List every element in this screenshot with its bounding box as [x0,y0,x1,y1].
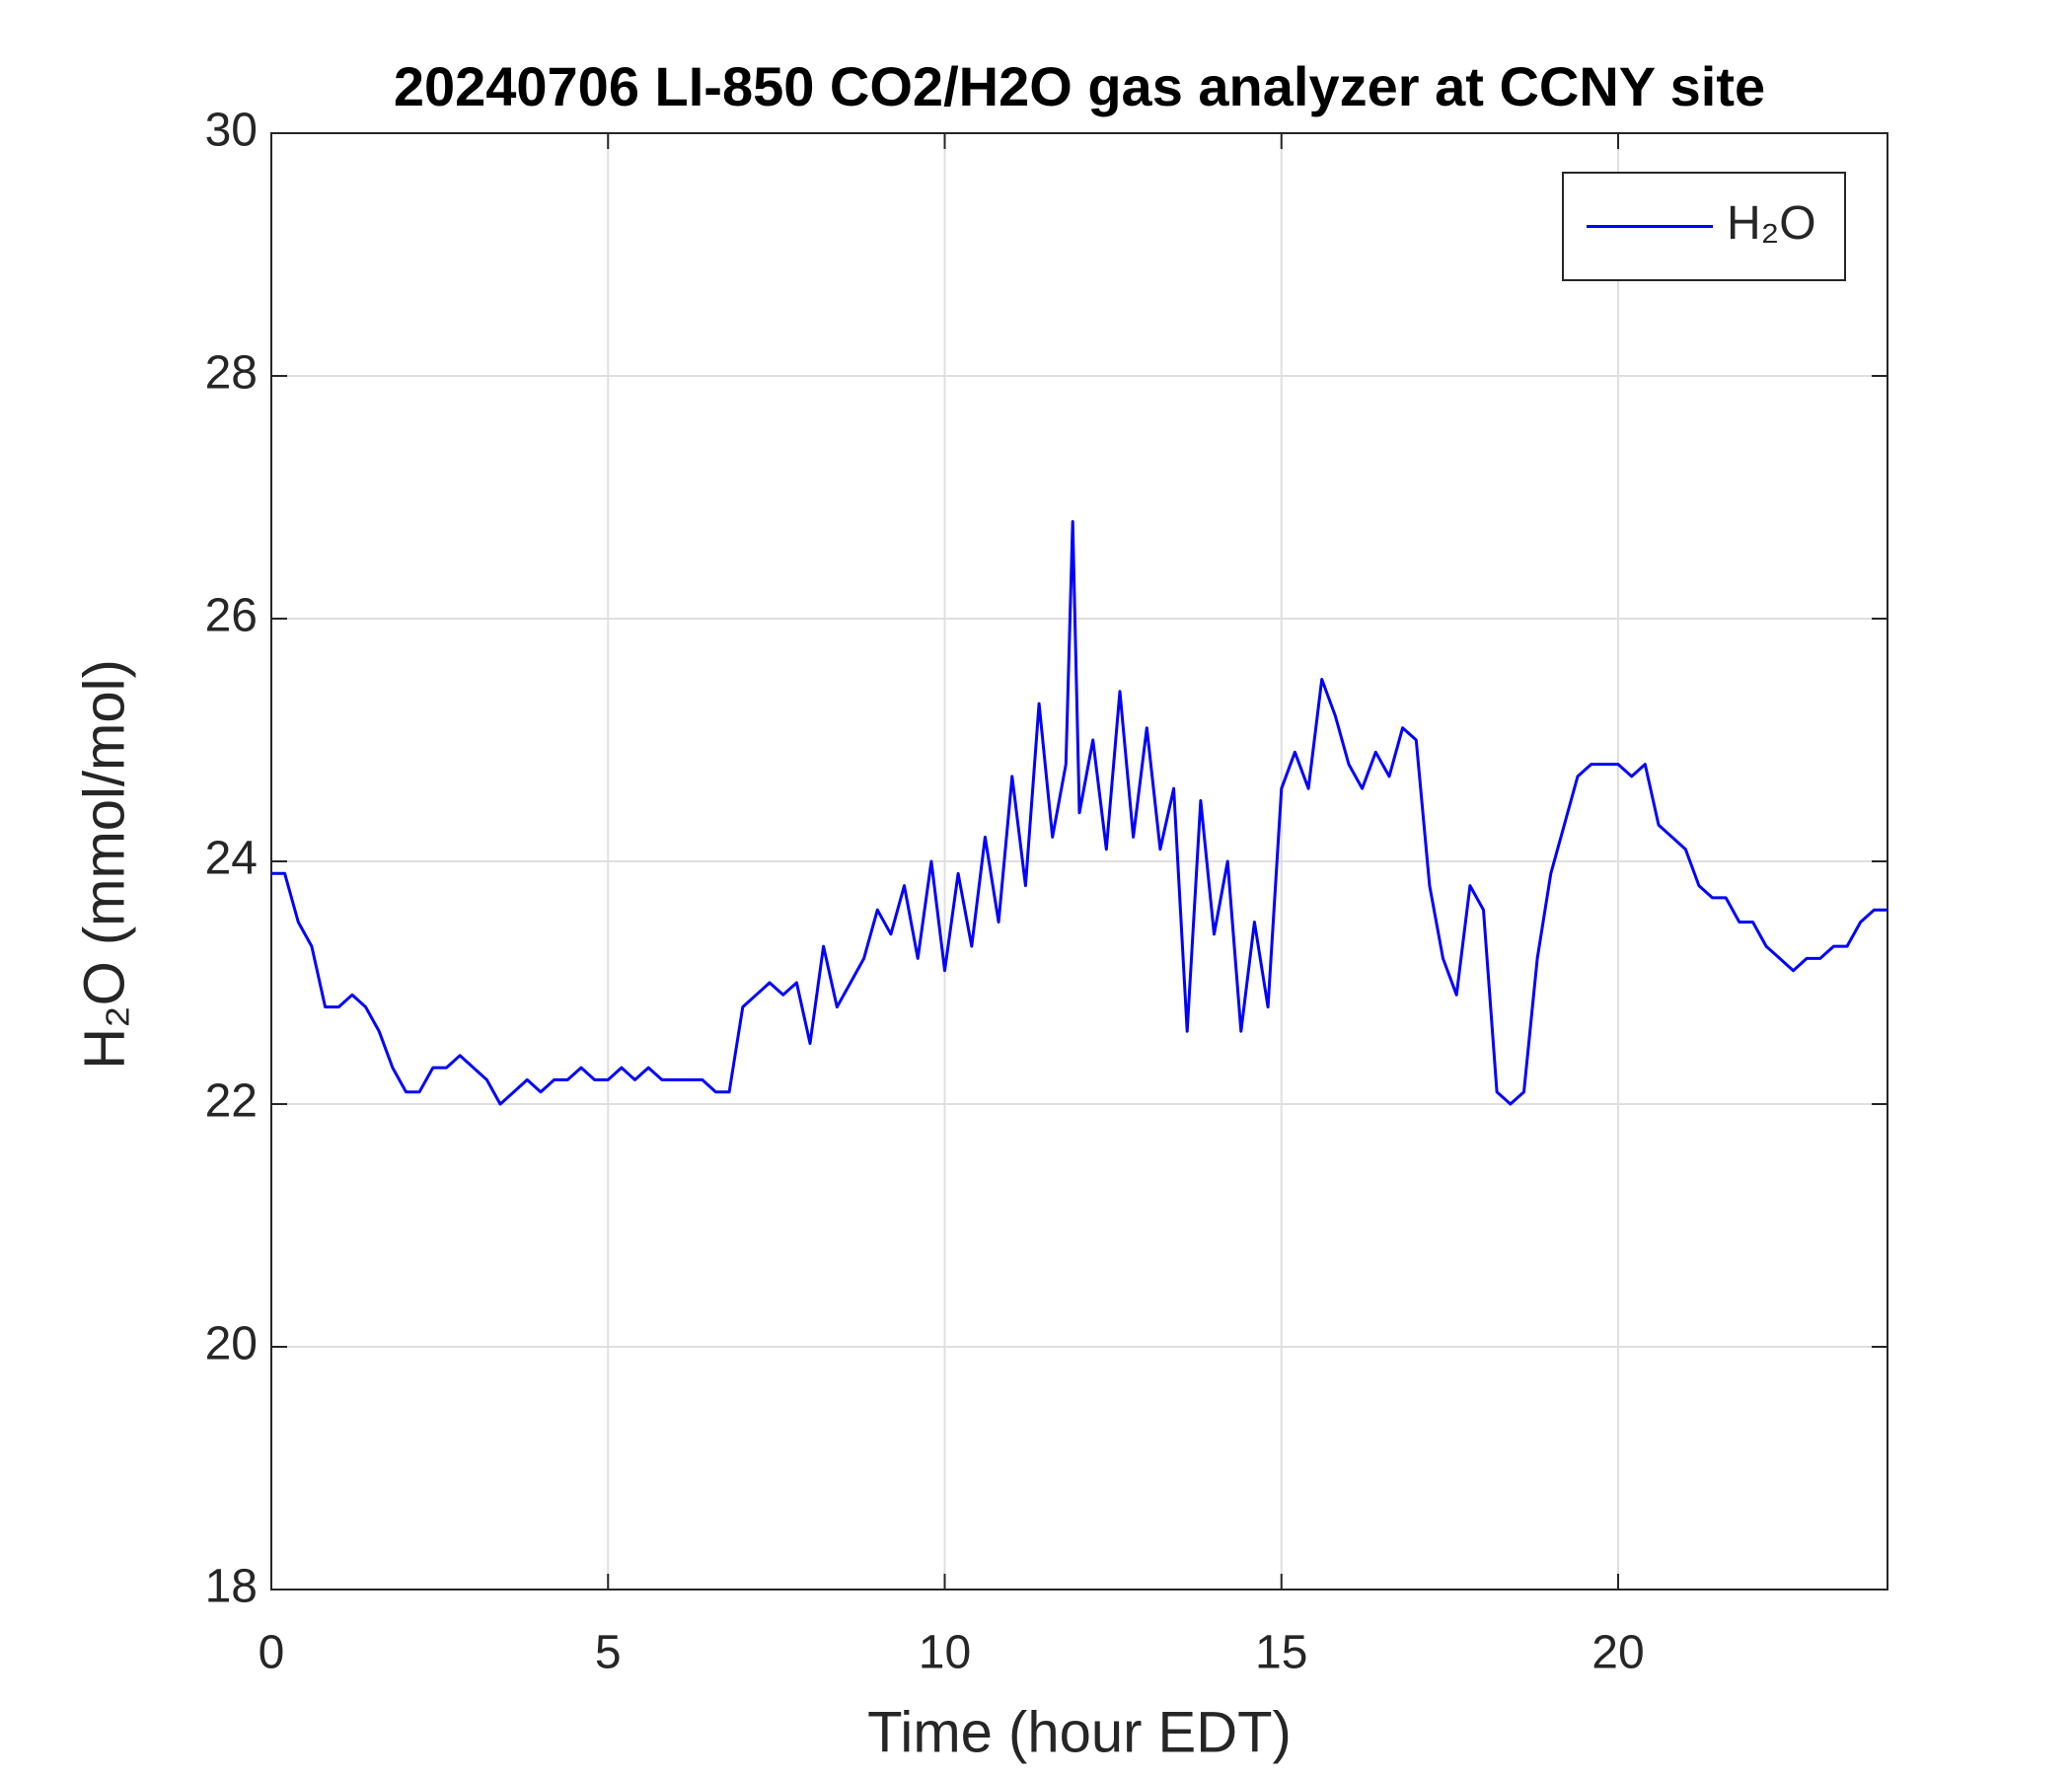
x-tick-label: 20 [1591,1627,1644,1679]
plot-frame [270,132,1888,1591]
x-tick-label: 15 [1255,1627,1307,1679]
y-tick-label: 24 [205,833,258,885]
y-tick-label: 20 [205,1318,258,1370]
y-tick-label: 18 [205,1561,258,1613]
chart-title: 20240706 LI-850 CO2/H2O gas analyzer at … [394,55,1765,117]
x-tick-label: 0 [259,1627,285,1679]
legend-label: H₂O [1727,197,1816,250]
y-tick-label: 28 [205,347,258,400]
data-line [271,520,1887,1106]
y-axis-label: H₂O (mmol/mol) [72,659,136,1070]
y-tick-label: 22 [205,1075,258,1128]
x-axis-label: Time (hour EDT) [867,1700,1292,1764]
x-tick-label: 10 [919,1627,971,1679]
y-tick-label: 26 [205,590,258,642]
x-tick-label: 5 [595,1627,622,1679]
y-tick-label: 30 [205,105,258,157]
